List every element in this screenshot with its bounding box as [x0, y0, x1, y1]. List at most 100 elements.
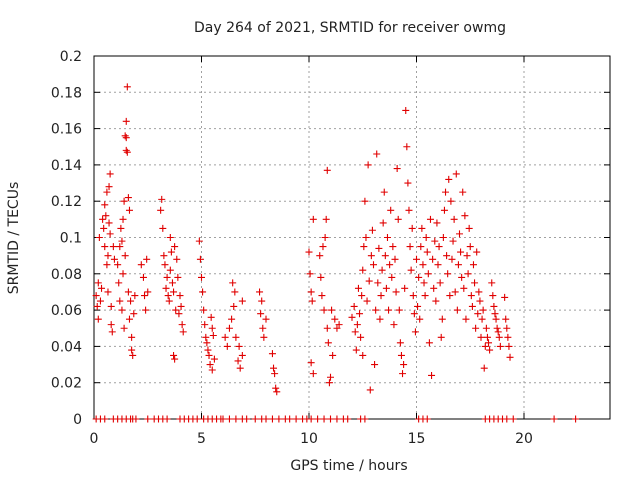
- data-point: [142, 306, 150, 314]
- data-point: [481, 342, 489, 350]
- data-point: [243, 415, 251, 423]
- data-point: [503, 415, 511, 423]
- data-point: [114, 261, 122, 269]
- data-point: [496, 342, 504, 350]
- data-point: [416, 315, 424, 323]
- data-point: [319, 243, 327, 251]
- data-point: [308, 297, 316, 305]
- data-point: [495, 333, 503, 341]
- data-point: [128, 333, 136, 341]
- data-point: [168, 279, 176, 287]
- data-point: [488, 279, 496, 287]
- data-point: [452, 170, 460, 178]
- data-point: [167, 248, 175, 256]
- y-tick-label: 0.1: [60, 231, 82, 247]
- data-point: [119, 215, 127, 223]
- data-point: [399, 370, 407, 378]
- data-point: [460, 284, 468, 292]
- data-point: [195, 237, 203, 245]
- data-point: [137, 261, 145, 269]
- y-tick-label: 0.12: [51, 194, 82, 210]
- data-point: [501, 293, 509, 301]
- data-point: [357, 333, 365, 341]
- data-point: [132, 415, 140, 423]
- data-point: [203, 339, 211, 347]
- data-point: [444, 270, 452, 278]
- data-point: [361, 197, 369, 205]
- data-point: [170, 351, 178, 359]
- data-point: [262, 315, 270, 323]
- data-point: [440, 206, 448, 214]
- data-point: [431, 237, 439, 245]
- data-point: [309, 215, 317, 223]
- data-point: [210, 355, 218, 363]
- data-point: [327, 415, 334, 423]
- data-point: [550, 415, 558, 423]
- data-point: [449, 237, 457, 245]
- data-point: [158, 195, 166, 203]
- data-point: [324, 339, 332, 347]
- data-point: [107, 302, 115, 310]
- data-point: [104, 252, 112, 260]
- data-point: [198, 273, 205, 281]
- data-point: [465, 224, 473, 232]
- data-point: [333, 324, 341, 332]
- data-point: [493, 324, 501, 332]
- data-point: [436, 279, 444, 287]
- data-point: [478, 315, 486, 323]
- data-point: [316, 252, 324, 260]
- data-point: [221, 333, 229, 341]
- data-point: [479, 306, 487, 314]
- data-point: [166, 266, 174, 274]
- data-point: [462, 315, 470, 323]
- data-point: [228, 315, 236, 323]
- data-point: [365, 277, 373, 285]
- data-point: [309, 370, 317, 378]
- data-point: [115, 279, 123, 287]
- data-point: [307, 288, 315, 296]
- data-point: [157, 206, 165, 214]
- data-point: [482, 324, 490, 332]
- data-point: [131, 292, 139, 300]
- data-point: [417, 243, 425, 251]
- data-point: [414, 302, 422, 310]
- data-point: [275, 415, 283, 423]
- data-point: [144, 288, 152, 296]
- data-point: [413, 255, 420, 263]
- data-point: [572, 415, 580, 423]
- data-point: [108, 328, 116, 336]
- data-point: [259, 324, 267, 332]
- data-point: [96, 297, 104, 305]
- grid-lines: [94, 56, 610, 419]
- data-point: [173, 255, 181, 263]
- data-point: [471, 279, 479, 287]
- data-point: [122, 134, 130, 142]
- data-point: [176, 292, 184, 300]
- data-point: [268, 415, 276, 423]
- data-point: [123, 83, 131, 91]
- data-point: [236, 364, 244, 372]
- data-point: [103, 261, 111, 269]
- data-point: [353, 321, 361, 329]
- data-point: [159, 224, 167, 232]
- data-point: [374, 279, 382, 287]
- data-point: [109, 243, 117, 251]
- data-point: [409, 292, 417, 300]
- data-point: [101, 201, 109, 209]
- data-point: [442, 188, 450, 196]
- data-point: [107, 321, 115, 329]
- x-tick-label: 10: [300, 431, 318, 447]
- data-point: [122, 117, 130, 125]
- y-tick-label: 0.2: [60, 49, 82, 65]
- data-point: [314, 415, 322, 423]
- data-point: [375, 244, 383, 252]
- data-point: [235, 342, 243, 350]
- data-point: [385, 306, 393, 314]
- data-point: [160, 252, 168, 260]
- data-point: [329, 351, 337, 359]
- data-point: [124, 288, 132, 296]
- data-point: [424, 270, 432, 278]
- data-point: [320, 306, 328, 314]
- data-point: [435, 243, 443, 251]
- data-point: [378, 266, 386, 274]
